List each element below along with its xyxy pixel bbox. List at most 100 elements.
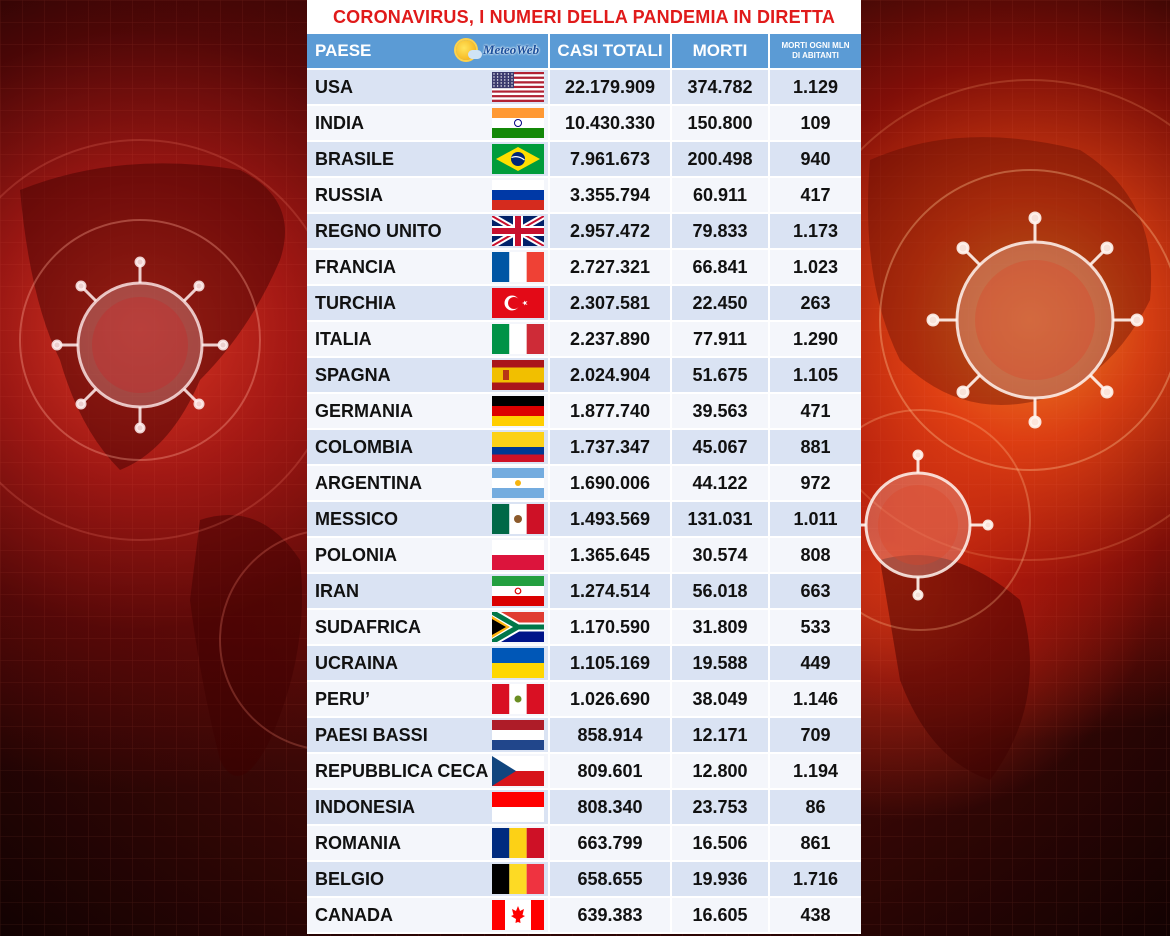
cases-cell: 7.961.673 [550, 142, 672, 178]
cases-cell: 1.105.169 [550, 646, 672, 682]
country-name: REGNO UNITO [315, 220, 442, 241]
deaths-per-mln-cell: 1.105 [770, 358, 861, 394]
deaths-per-mln-cell: 471 [770, 394, 861, 430]
table-row: BELGIO 658.655 19.936 1.716 [307, 862, 861, 898]
belgium-flag-icon [492, 864, 544, 894]
country-cell: ITALIA [307, 322, 550, 358]
country-name: POLONIA [315, 544, 398, 565]
brazil-flag-icon [492, 144, 544, 174]
country-cell: BRASILE [307, 142, 550, 178]
country-cell: CANADA [307, 898, 550, 934]
country-name: TURCHIA [315, 292, 396, 313]
deaths-per-mln-cell: 438 [770, 898, 861, 934]
cases-cell: 22.179.909 [550, 70, 672, 106]
cases-cell: 808.340 [550, 790, 672, 826]
cases-cell: 1.170.590 [550, 610, 672, 646]
france-flag-icon [492, 252, 544, 282]
deaths-per-mln-cell: 1.023 [770, 250, 861, 286]
deaths-cell: 12.171 [672, 718, 770, 754]
country-name: CANADA [315, 904, 393, 925]
deaths-per-mln-line2: DI ABITANTI [792, 51, 839, 60]
deaths-per-mln-cell: 1.194 [770, 754, 861, 790]
cases-cell: 663.799 [550, 826, 672, 862]
table-row: COLOMBIA 1.737.347 45.067 881 [307, 430, 861, 466]
deaths-cell: 150.800 [672, 106, 770, 142]
column-header-country: PAESE MeteoWeb [307, 34, 550, 70]
italy-flag-icon [492, 324, 544, 354]
cases-cell: 3.355.794 [550, 178, 672, 214]
deaths-per-mln-cell: 533 [770, 610, 861, 646]
deaths-cell: 131.031 [672, 502, 770, 538]
cloud-icon [468, 49, 482, 59]
peru-flag-icon [492, 684, 544, 714]
deaths-per-mln-line1: MORTI OGNI MLN [781, 41, 850, 50]
cases-cell: 639.383 [550, 898, 672, 934]
deaths-cell: 22.450 [672, 286, 770, 322]
deaths-per-mln-cell: 709 [770, 718, 861, 754]
argentina-flag-icon [492, 468, 544, 498]
deaths-cell: 19.588 [672, 646, 770, 682]
deaths-per-mln-cell: 86 [770, 790, 861, 826]
virus-left-icon [51, 256, 229, 434]
cases-cell: 1.690.006 [550, 466, 672, 502]
country-cell: BELGIO [307, 862, 550, 898]
table-row: FRANCIA 2.727.321 66.841 1.023 [307, 250, 861, 286]
page-title: CORONAVIRUS, I NUMERI DELLA PANDEMIA IN … [332, 7, 836, 27]
deaths-cell: 12.800 [672, 754, 770, 790]
country-cell: SUDAFRICA [307, 610, 550, 646]
country-cell: ROMANIA [307, 826, 550, 862]
cases-cell: 2.024.904 [550, 358, 672, 394]
table-row: ROMANIA 663.799 16.506 861 [307, 826, 861, 862]
deaths-cell: 79.833 [672, 214, 770, 250]
deaths-cell: 19.936 [672, 862, 770, 898]
turkey-flag-icon [492, 288, 544, 318]
mexico-flag-icon [492, 504, 544, 534]
deaths-cell: 31.809 [672, 610, 770, 646]
country-name: INDIA [315, 112, 364, 133]
deaths-per-mln-cell: 109 [770, 106, 861, 142]
table-row: POLONIA 1.365.645 30.574 808 [307, 538, 861, 574]
cases-cell: 1.493.569 [550, 502, 672, 538]
country-name: REPUBBLICA CECA [315, 760, 489, 781]
deaths-cell: 45.067 [672, 430, 770, 466]
meteoweb-logo: MeteoWeb [456, 37, 544, 63]
ukraine-flag-icon [492, 648, 544, 678]
table-row: CANADA 639.383 16.605 438 [307, 898, 861, 934]
deaths-cell: 200.498 [672, 142, 770, 178]
table-body: USA 22.179.909 374.782 1.129 INDIA 10.43… [307, 70, 861, 934]
country-cell: MESSICO [307, 502, 550, 538]
cases-cell: 1.026.690 [550, 682, 672, 718]
russia-flag-icon [492, 180, 544, 210]
country-name: FRANCIA [315, 256, 396, 277]
country-cell: REPUBBLICA CECA [307, 754, 550, 790]
country-cell: ARGENTINA [307, 466, 550, 502]
country-name: MESSICO [315, 508, 399, 529]
deaths-cell: 23.753 [672, 790, 770, 826]
table-row: USA 22.179.909 374.782 1.129 [307, 70, 861, 106]
deaths-cell: 39.563 [672, 394, 770, 430]
deaths-per-mln-cell: 808 [770, 538, 861, 574]
country-name: UCRAINA [315, 652, 398, 673]
table-row: INDIA 10.430.330 150.800 109 [307, 106, 861, 142]
table-row: REPUBBLICA CECA 809.601 12.800 1.194 [307, 754, 861, 790]
country-name: RUSSIA [315, 184, 384, 205]
country-name: PERU’ [315, 688, 371, 709]
country-cell: PERU’ [307, 682, 550, 718]
table-row: SPAGNA 2.024.904 51.675 1.105 [307, 358, 861, 394]
pandemic-table: PAESE MeteoWeb CASI TOTALI MORTI MORTI O… [307, 34, 861, 934]
deaths-per-mln-cell: 1.146 [770, 682, 861, 718]
cases-cell: 658.655 [550, 862, 672, 898]
table-row: RUSSIA 3.355.794 60.911 417 [307, 178, 861, 214]
table-row: BRASILE 7.961.673 200.498 940 [307, 142, 861, 178]
deaths-cell: 66.841 [672, 250, 770, 286]
deaths-cell: 56.018 [672, 574, 770, 610]
uk-flag-icon [492, 216, 544, 246]
column-header-deaths-per-mln: MORTI OGNI MLN DI ABITANTI [770, 34, 861, 70]
country-cell: GERMANIA [307, 394, 550, 430]
table-row: MESSICO 1.493.569 131.031 1.011 [307, 502, 861, 538]
country-name: GERMANIA [315, 400, 413, 421]
romania-flag-icon [492, 828, 544, 858]
cases-cell: 10.430.330 [550, 106, 672, 142]
column-header-cases: CASI TOTALI [550, 34, 672, 70]
country-header-label: PAESE [315, 41, 372, 60]
